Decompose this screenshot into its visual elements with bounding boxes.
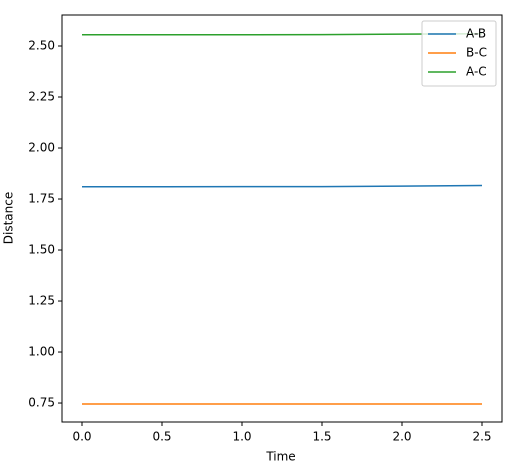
y-tick-label: 1.25 (28, 294, 55, 308)
x-tick-label: 2.0 (392, 430, 411, 444)
series-line (82, 33, 483, 36)
y-tick-label: 2.00 (28, 141, 55, 155)
legend-label: A-B (466, 27, 486, 41)
legend-box (421, 20, 497, 87)
legend-label: B-C (466, 46, 487, 60)
x-tick-label: 1.5 (312, 430, 331, 444)
y-tick-label: 2.25 (28, 90, 55, 104)
y-axis-label: Distance (2, 192, 16, 244)
y-tick-label: 0.75 (28, 396, 55, 410)
x-tick-label: 0.5 (152, 430, 171, 444)
x-tick-label: 0.0 (72, 430, 91, 444)
y-tick-label: 1.50 (28, 243, 55, 257)
plot-frame (61, 14, 503, 423)
y-tick-label: 1.00 (28, 345, 55, 359)
legend-label: A-C (466, 65, 487, 79)
x-axis-label: Time (265, 450, 295, 464)
x-tick-label: 1.0 (232, 430, 251, 444)
x-tick-label: 2.5 (472, 430, 491, 444)
y-tick-label: 2.50 (28, 39, 55, 53)
series-line (82, 184, 483, 188)
y-tick-label: 1.75 (28, 192, 55, 206)
